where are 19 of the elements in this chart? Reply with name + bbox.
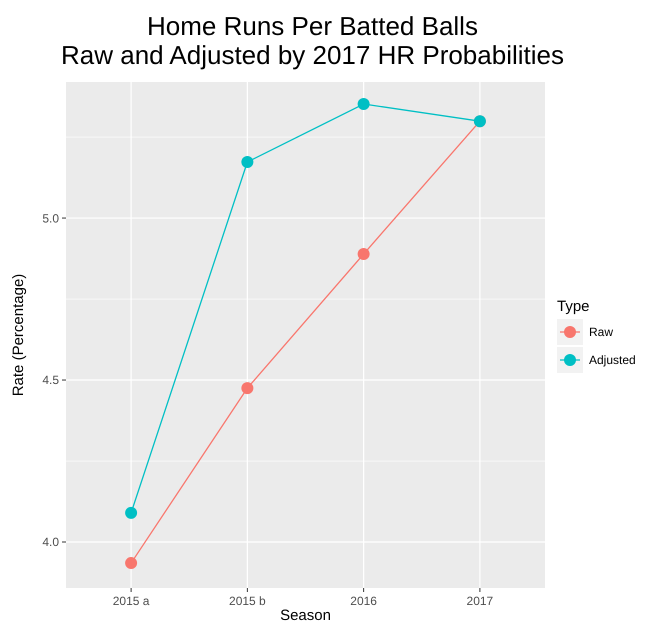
point <box>125 557 138 570</box>
x-tick-label: 2017 <box>466 594 494 608</box>
point <box>358 98 370 110</box>
chart-title: Home Runs Per Batted Balls Raw and Adjusted by 2017 HR Probabilities <box>61 11 564 70</box>
legend-label: Adjusted <box>589 353 636 368</box>
point <box>125 506 138 519</box>
y-tick-label: 4.5 <box>42 373 60 388</box>
x-tick-label: 2016 <box>350 594 378 608</box>
y-axis-title: Rate (Percentage) <box>10 274 27 396</box>
point <box>241 156 254 168</box>
x-axis-title: Season <box>280 607 331 624</box>
legend-label: Raw <box>589 325 614 340</box>
point <box>241 382 254 394</box>
point <box>358 248 370 260</box>
legend-title: Type <box>557 298 590 315</box>
x-tick-label: 2015 a <box>112 594 150 608</box>
x-tick-label: 2015 b <box>229 594 266 608</box>
y-tick-label: 5.0 <box>42 211 60 226</box>
y-tick-label: 4.0 <box>42 535 60 550</box>
